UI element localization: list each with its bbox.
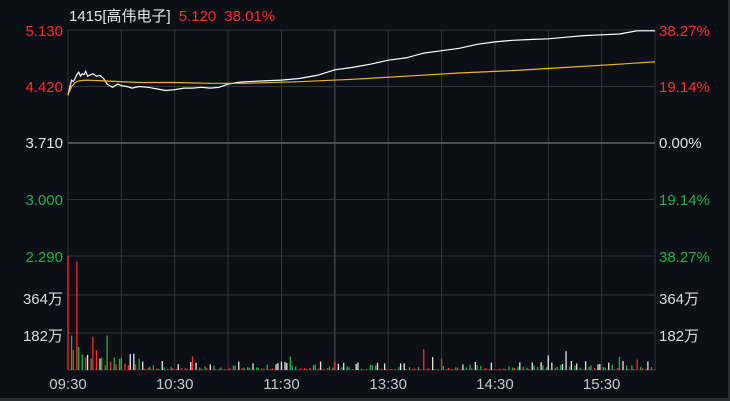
time-axis-label: 10:30 <box>155 376 194 393</box>
price-axis-label: 4.420 <box>25 79 63 96</box>
stock-title: 1415[高伟电子] 5.120 38.01% <box>69 5 275 26</box>
frame-right-border <box>728 0 730 401</box>
percent-axis-label: 19.14% <box>659 79 710 96</box>
percent-axis-label: 38.27% <box>659 249 710 266</box>
price-axis-label: 5.130 <box>25 23 63 40</box>
price-axis-label: 3.710 <box>25 135 63 152</box>
volume-axis-label: 364万 <box>659 291 700 308</box>
frame-bottom-border <box>0 398 730 401</box>
average-price-line <box>67 61 656 95</box>
stock-code-name: 1415[高伟电子] <box>69 8 171 25</box>
change-percent: 38.01% <box>224 8 276 25</box>
last-price: 5.120 <box>178 8 217 25</box>
volume-axis-label: 182万 <box>659 328 700 345</box>
percent-axis-label: 0.00% <box>659 135 702 152</box>
price-axis-label: 3.000 <box>25 192 63 209</box>
volume-axis-label: 364万 <box>22 291 63 308</box>
time-axis-label: 13:30 <box>369 376 407 393</box>
time-axis-label: 11:30 <box>263 376 300 393</box>
time-axis-label: 14:30 <box>476 376 514 393</box>
percent-axis-label: 38.27% <box>659 23 710 40</box>
price-axis-label: 2.290 <box>25 249 63 266</box>
time-axis-label: 09:30 <box>49 376 87 393</box>
time-axis-label: 15:30 <box>582 376 621 393</box>
percent-axis-label: 19.14% <box>659 192 710 209</box>
price-line <box>67 30 655 96</box>
volume-axis-label: 182万 <box>22 328 63 345</box>
